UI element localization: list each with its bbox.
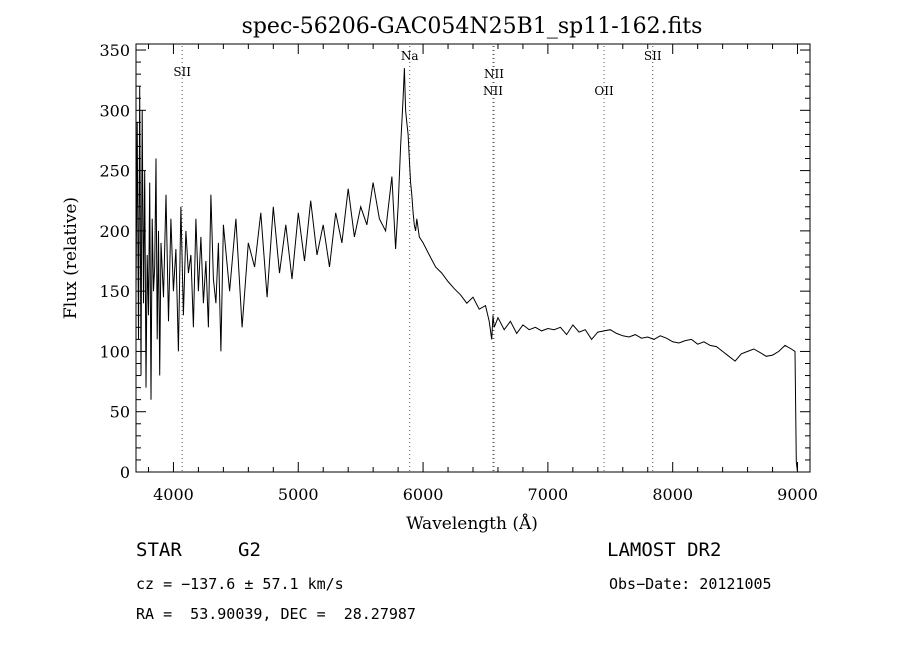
x-tick-label: 9000 bbox=[777, 485, 818, 504]
spectral-line-markers: SII Na NII NII OII SII bbox=[173, 46, 662, 472]
x-tick-label: 6000 bbox=[403, 485, 444, 504]
spectral-line-label: NII bbox=[484, 67, 504, 81]
redshift-cz: cz = −137.6 ± 57.1 km/s bbox=[136, 575, 344, 593]
y-tick-label: 250 bbox=[99, 162, 130, 181]
y-tick-label: 350 bbox=[99, 41, 130, 60]
coordinates: RA = 53.90039, DEC = 28.27987 bbox=[136, 605, 416, 623]
spectral-line-label: SII bbox=[644, 49, 662, 63]
y-tick-label: 200 bbox=[99, 222, 130, 241]
y-tick-label: 50 bbox=[110, 403, 130, 422]
survey-name: LAMOST DR2 bbox=[607, 539, 722, 561]
plot-frame bbox=[135, 43, 811, 473]
object-subclass: G2 bbox=[238, 539, 261, 561]
object-type: STAR bbox=[136, 539, 182, 561]
x-tick-label: 8000 bbox=[652, 485, 693, 504]
spectral-line-label: SII bbox=[173, 65, 191, 79]
spectral-line-label: Na bbox=[401, 49, 419, 63]
y-tick-label: 0 bbox=[120, 463, 130, 482]
chart-title: spec-56206-GAC054N25B1_sp11-162.fits bbox=[242, 14, 703, 39]
x-tick-label: 5000 bbox=[278, 485, 319, 504]
spectral-line-label: OII bbox=[594, 84, 614, 98]
obs-date: Obs−Date: 20121005 bbox=[609, 575, 772, 593]
spectrum-series-line bbox=[135, 68, 798, 473]
axis-ticks bbox=[136, 44, 810, 473]
y-axis-label: Flux (relative) bbox=[61, 197, 81, 319]
tick-labels: 4000 5000 6000 7000 8000 9000 0 50 100 150 200 250 3… bbox=[99, 41, 817, 504]
y-tick-label: 300 bbox=[99, 101, 130, 120]
x-axis-label: Wavelength (Å) bbox=[406, 513, 538, 534]
x-tick-label: 4000 bbox=[153, 485, 194, 504]
y-tick-label: 150 bbox=[99, 282, 130, 301]
x-tick-label: 7000 bbox=[528, 485, 569, 504]
y-tick-label: 100 bbox=[99, 342, 130, 361]
spectral-line-label: NII bbox=[483, 84, 503, 98]
